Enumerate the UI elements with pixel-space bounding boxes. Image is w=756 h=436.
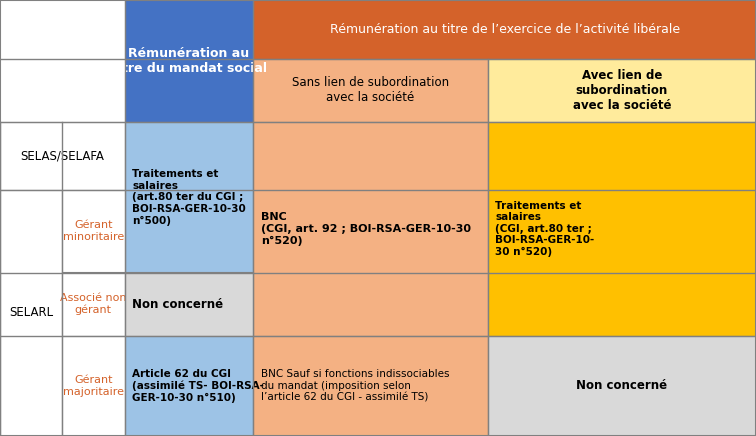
Bar: [253, 59, 488, 122]
Text: Non concerné: Non concerné: [132, 298, 224, 310]
Bar: [488, 336, 756, 436]
Text: BNC
(CGI, art. 92 ; BOI-RSA-GER-10-30
n°520): BNC (CGI, art. 92 ; BOI-RSA-GER-10-30 n°…: [261, 212, 471, 245]
Text: SELAS/SELAFA: SELAS/SELAFA: [20, 150, 104, 162]
Bar: [125, 122, 253, 272]
Bar: [0, 0, 125, 59]
Bar: [125, 0, 253, 122]
Bar: [0, 190, 62, 436]
Text: Rémunération au
titre du mandat social: Rémunération au titre du mandat social: [111, 47, 267, 75]
Text: Article 62 du CGI
(assimilé TS- BOI-RSA-
GER-10-30 n°510): Article 62 du CGI (assimilé TS- BOI-RSA-…: [132, 369, 264, 403]
Bar: [488, 122, 756, 336]
Text: Gérant
minoritaire: Gérant minoritaire: [63, 220, 124, 242]
Bar: [62, 190, 125, 272]
Bar: [253, 336, 488, 436]
Bar: [62, 272, 125, 336]
Text: Traitements et
salaires
(CGI, art.80 ter ;
BOI-RSA-GER-10-
30 n°520): Traitements et salaires (CGI, art.80 ter…: [495, 201, 594, 257]
Bar: [253, 0, 756, 59]
Text: Gérant
majoritaire: Gérant majoritaire: [63, 375, 124, 397]
Text: BNC Sauf si fonctions indissociables
du mandat (imposition selon
l’article 62 du: BNC Sauf si fonctions indissociables du …: [261, 369, 449, 402]
Text: Avec lien de
subordination
avec la société: Avec lien de subordination avec la socié…: [572, 69, 671, 112]
Bar: [62, 336, 125, 436]
Bar: [125, 336, 253, 436]
Text: Associé non
gérant: Associé non gérant: [60, 293, 126, 315]
Bar: [0, 122, 125, 190]
Bar: [488, 59, 756, 122]
Text: Sans lien de subordination
avec la société: Sans lien de subordination avec la socié…: [292, 76, 449, 105]
Text: Non concerné: Non concerné: [576, 379, 668, 392]
Text: Traitements et
salaires
(art.80 ter du CGI ;
BOI-RSA-GER-10-30
n°500): Traitements et salaires (art.80 ter du C…: [132, 169, 246, 225]
Bar: [125, 272, 253, 336]
Text: SELARL: SELARL: [9, 307, 53, 319]
Text: Rémunération au titre de l’exercice de l’activité libérale: Rémunération au titre de l’exercice de l…: [330, 23, 680, 36]
Bar: [253, 122, 488, 336]
